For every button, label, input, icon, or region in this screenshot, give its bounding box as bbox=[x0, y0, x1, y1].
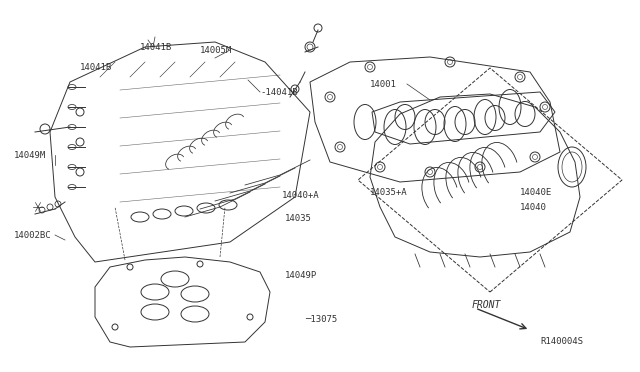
Text: 14035: 14035 bbox=[285, 214, 312, 222]
Text: 14040+A: 14040+A bbox=[282, 190, 319, 199]
Text: 14001: 14001 bbox=[370, 80, 397, 89]
Text: 14040E: 14040E bbox=[520, 187, 552, 196]
Text: 14049M: 14049M bbox=[14, 151, 46, 160]
Text: 14040: 14040 bbox=[520, 202, 547, 212]
Text: ─13075: ─13075 bbox=[305, 315, 337, 324]
Text: 14035+A: 14035+A bbox=[370, 187, 408, 196]
Text: 14041B: 14041B bbox=[80, 62, 112, 71]
Text: 14005M: 14005M bbox=[200, 45, 232, 55]
Text: 14002BC: 14002BC bbox=[14, 231, 52, 240]
Text: 14049P: 14049P bbox=[285, 270, 317, 279]
Text: -14041B: -14041B bbox=[260, 87, 298, 96]
Text: 14041B: 14041B bbox=[140, 42, 172, 51]
Text: FRONT: FRONT bbox=[472, 300, 501, 310]
Text: R140004S: R140004S bbox=[540, 337, 583, 346]
